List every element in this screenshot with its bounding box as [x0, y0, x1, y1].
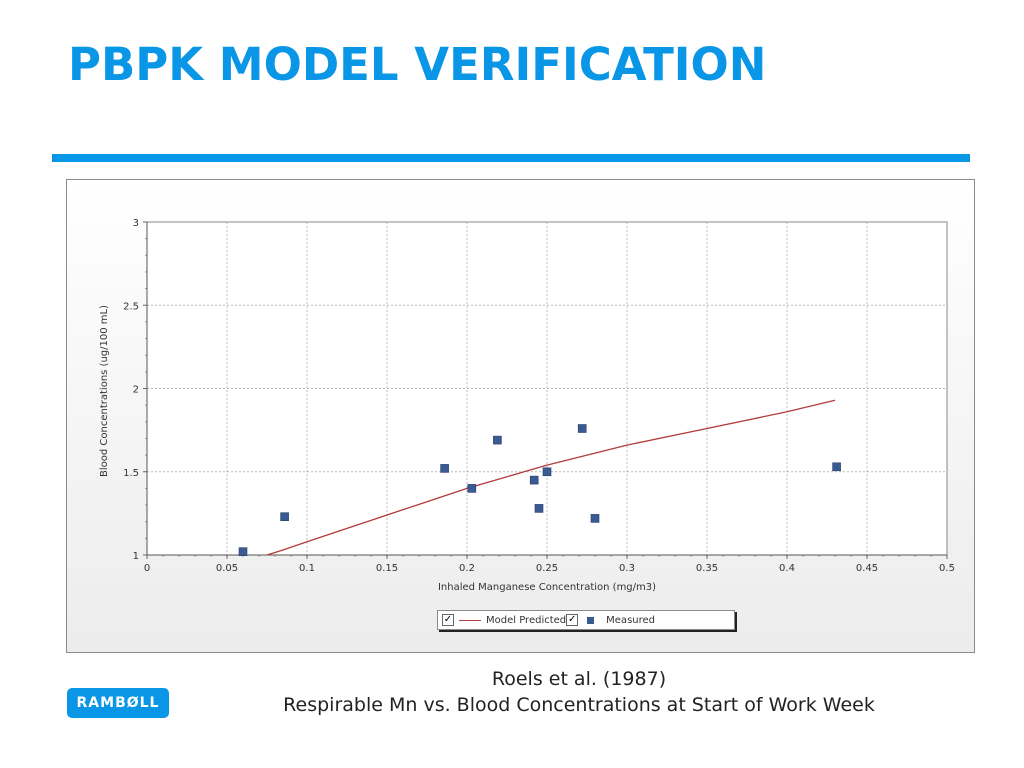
x-tick-label: 0.25 — [536, 563, 558, 574]
measured-checkbox[interactable]: ✓ — [566, 614, 579, 626]
legend-item-model-predicted[interactable]: ✓ Model Predicted — [442, 614, 566, 626]
x-tick-label: 0 — [144, 563, 150, 574]
measured-point — [280, 512, 289, 522]
y-tick-label: 1.5 — [123, 468, 139, 479]
model-predicted-checkbox[interactable]: ✓ — [442, 614, 454, 626]
measured-point — [534, 504, 544, 513]
chart-panel: 0 0.05 0.1 0.15 0.2 0.25 0.3 0.35 0.4 0.45 0.5 1 1.5… — [66, 179, 975, 653]
y-tick-label: 2.5 — [123, 301, 139, 312]
slide-title: PBPK MODEL VERIFICATION — [68, 38, 767, 91]
measured-point — [832, 462, 841, 472]
square-marker-swatch — [587, 616, 595, 624]
caption-description: Respirable Mn vs. Blood Concentrations a… — [283, 694, 875, 716]
y-tick-label: 2 — [133, 385, 139, 396]
legend-label-model-predicted: Model Predicted — [486, 614, 567, 626]
title-divider — [52, 154, 970, 162]
legend-label-measured: Measured — [606, 614, 656, 626]
measured-point — [590, 514, 600, 523]
measured-point — [467, 484, 477, 493]
x-axis-label: Inhaled Manganese Concentration (mg/m3) — [438, 582, 656, 593]
x-tick-label: 0.45 — [856, 563, 878, 574]
x-tick-label: 0.4 — [779, 563, 795, 574]
line-series-swatch — [459, 619, 481, 621]
axes: 0 0.05 0.1 0.15 0.2 0.25 0.3 0.35 0.4 0.45 0.5 1 1.5… — [123, 218, 955, 574]
y-axis-label: Blood Concentrations (ug/100 mL) — [99, 305, 110, 477]
y-tick-label: 1 — [133, 551, 139, 562]
chart-legend: ✓ Model Predicted ✓ Measured — [437, 610, 735, 630]
x-tick-label: 0.1 — [299, 563, 315, 574]
x-tick-label: 0.5 — [939, 563, 955, 574]
legend-item-measured[interactable]: ✓ Measured — [566, 614, 655, 626]
series — [238, 399, 841, 557]
x-tick-label: 0.2 — [459, 563, 475, 574]
x-tick-label: 0.3 — [619, 563, 635, 574]
ramboll-logo: RAMBØLL — [67, 688, 169, 718]
y-tick-label: 3 — [133, 218, 139, 229]
measured-point — [577, 424, 587, 433]
model-predicted-line — [266, 399, 836, 556]
chart-svg: 0 0.05 0.1 0.15 0.2 0.25 0.3 0.35 0.4 0.45 0.5 1 1.5… — [99, 218, 955, 593]
measured-point — [542, 467, 552, 477]
x-tick-label: 0.35 — [696, 563, 718, 574]
x-tick-label: 0.15 — [376, 563, 398, 574]
caption-citation: Roels et al. (1987) — [491, 668, 667, 690]
measured-point — [493, 435, 502, 445]
measured-point — [440, 464, 449, 473]
x-tick-label: 0.05 — [216, 563, 238, 574]
measured-point — [238, 547, 248, 557]
measured-point — [529, 475, 539, 485]
